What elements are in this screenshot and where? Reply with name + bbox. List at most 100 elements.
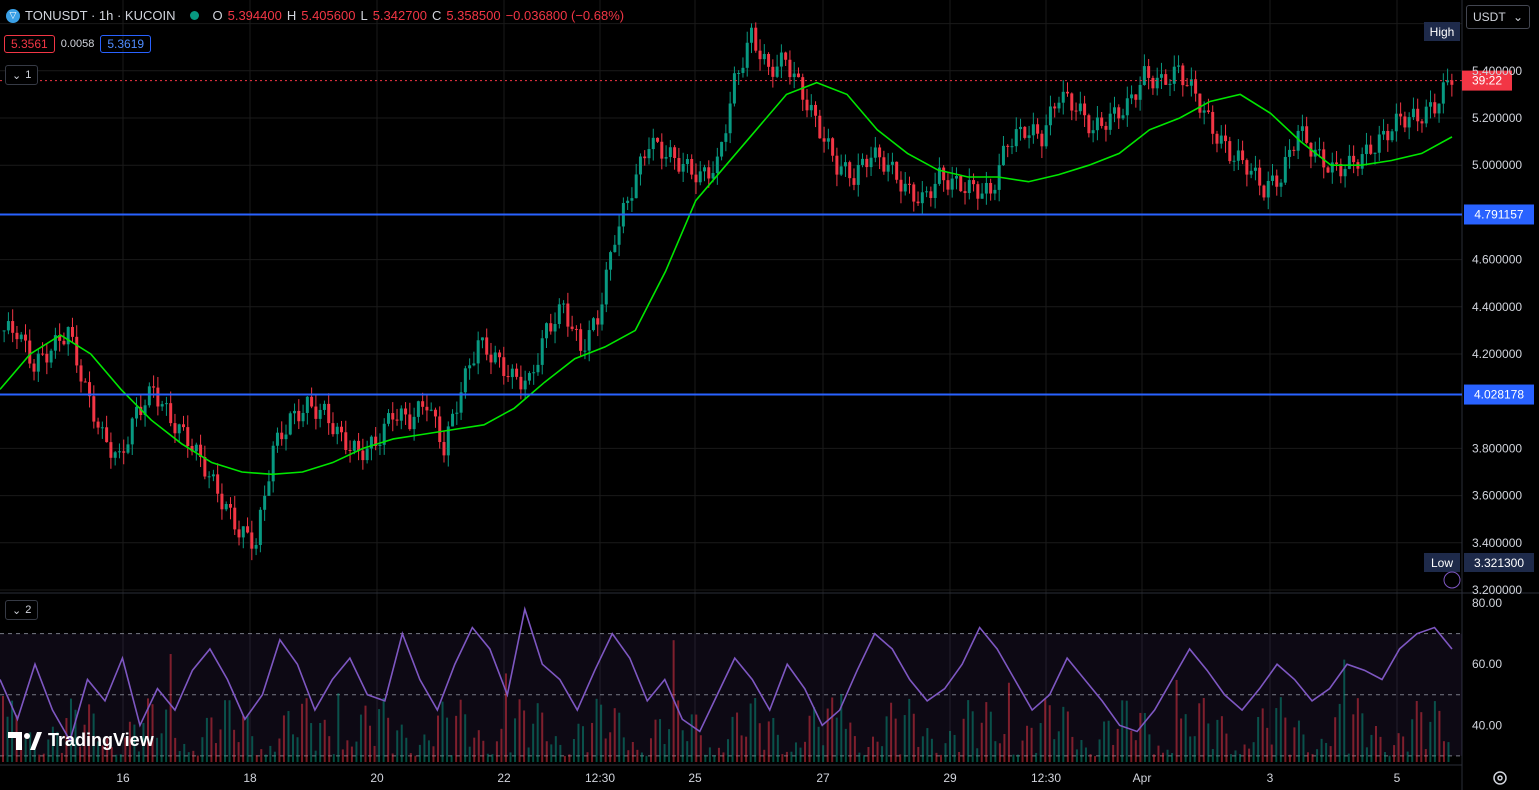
volume-bar: [1157, 745, 1160, 762]
candle-body: [203, 457, 207, 477]
sell-price-button[interactable]: 5.3561: [4, 35, 55, 53]
candle-body: [1241, 150, 1245, 161]
candle-body: [293, 410, 297, 414]
volume-bar: [101, 745, 104, 762]
candle-body: [1189, 79, 1193, 86]
volume-bar: [42, 753, 45, 762]
candle-body: [246, 526, 250, 533]
buy-price-button[interactable]: 5.3619: [100, 35, 152, 53]
candle-body: [130, 418, 134, 445]
volume-bar: [183, 743, 186, 762]
volume-bar: [1297, 720, 1300, 762]
candle-body: [1253, 167, 1257, 171]
candle-body: [1403, 116, 1407, 128]
volume-bar: [985, 702, 988, 762]
volume-bar: [831, 697, 834, 762]
candle-body: [925, 191, 929, 193]
candle-body: [1134, 94, 1138, 100]
volume-bar: [1066, 711, 1069, 762]
volume-bar: [699, 735, 702, 762]
candle-body: [609, 252, 613, 270]
candle-body: [1181, 65, 1185, 86]
candle-body: [1023, 126, 1027, 138]
currency-select[interactable]: USDT ⌄: [1466, 5, 1530, 29]
volume-bar: [704, 754, 707, 762]
volume-bar: [1302, 734, 1305, 762]
volume-bar: [518, 699, 521, 762]
candle-body: [1386, 130, 1390, 141]
volume-bar: [1107, 720, 1110, 762]
volume-bar: [1180, 718, 1183, 762]
candle-body: [549, 323, 553, 332]
main-pane-collapse-button[interactable]: ⌄ 1: [5, 65, 39, 85]
volume-bar: [350, 746, 353, 762]
lightning-icon[interactable]: [1443, 571, 1461, 589]
candle-body: [1266, 180, 1270, 198]
volume-bar: [427, 740, 430, 762]
candle-body: [416, 401, 420, 417]
volume-bar: [582, 726, 584, 762]
gear-icon[interactable]: [1491, 769, 1509, 787]
volume-bar: [210, 717, 213, 762]
volume-bar: [881, 746, 884, 762]
candle-body: [515, 368, 519, 377]
candle-body: [1138, 84, 1142, 100]
candle-body: [446, 426, 450, 456]
volume-bar: [609, 732, 612, 762]
volume-bar: [536, 703, 539, 762]
candle-body: [728, 103, 732, 134]
volume-bar: [1035, 752, 1038, 762]
volume-bar: [97, 741, 100, 762]
candle-body: [1360, 154, 1364, 169]
volume-bar: [523, 710, 526, 762]
candle-body: [1296, 130, 1300, 151]
candle-body: [1087, 115, 1091, 134]
candle-body: [617, 226, 621, 245]
candle-body: [852, 178, 856, 185]
volume-bar: [11, 700, 14, 762]
volume-bar: [867, 746, 870, 762]
candle-body: [1100, 117, 1104, 126]
symbol-title[interactable]: TONUSDT · 1h · KUCOIN: [25, 8, 176, 23]
volume-bar: [405, 737, 408, 762]
candle-body: [788, 59, 792, 78]
candle-body: [937, 167, 941, 184]
volume-bar: [509, 752, 512, 762]
candle-body: [1330, 162, 1334, 173]
volume-bar: [1048, 705, 1051, 762]
volume-bar: [1084, 747, 1087, 762]
candle-body: [228, 504, 232, 508]
candle-body: [288, 413, 292, 435]
candle-body: [1262, 185, 1266, 198]
candle-body: [1211, 111, 1215, 134]
candle-body: [1245, 160, 1249, 175]
volume-bar: [708, 747, 711, 762]
candle-body: [916, 201, 920, 204]
rsi-pane-collapse-button[interactable]: ⌄ 2: [5, 600, 39, 620]
candle-body: [126, 444, 130, 453]
volume-bar: [260, 749, 263, 762]
volume-bar: [1374, 725, 1377, 762]
candle-body: [574, 328, 578, 330]
candle-body: [604, 269, 608, 305]
volume-bar: [649, 738, 652, 762]
volume-bar: [899, 754, 902, 762]
volume-bar: [1207, 723, 1210, 762]
volume-bar: [224, 700, 227, 762]
volume-bar: [477, 730, 480, 762]
volume-bar: [939, 754, 942, 762]
volume-bar: [1225, 733, 1228, 762]
candle-body: [506, 375, 510, 378]
open-value: 5.394400: [227, 8, 282, 23]
volume-bar: [1347, 753, 1350, 762]
volume-bar: [1003, 734, 1006, 762]
volume-bar: [1365, 747, 1368, 762]
candle-body: [878, 147, 882, 158]
candle-body: [438, 416, 442, 443]
candle-body: [570, 326, 574, 329]
tradingview-logo[interactable]: TradingView: [8, 730, 154, 751]
low-tag: [1424, 553, 1460, 572]
candle-body: [399, 408, 403, 421]
candle-body: [656, 137, 660, 142]
